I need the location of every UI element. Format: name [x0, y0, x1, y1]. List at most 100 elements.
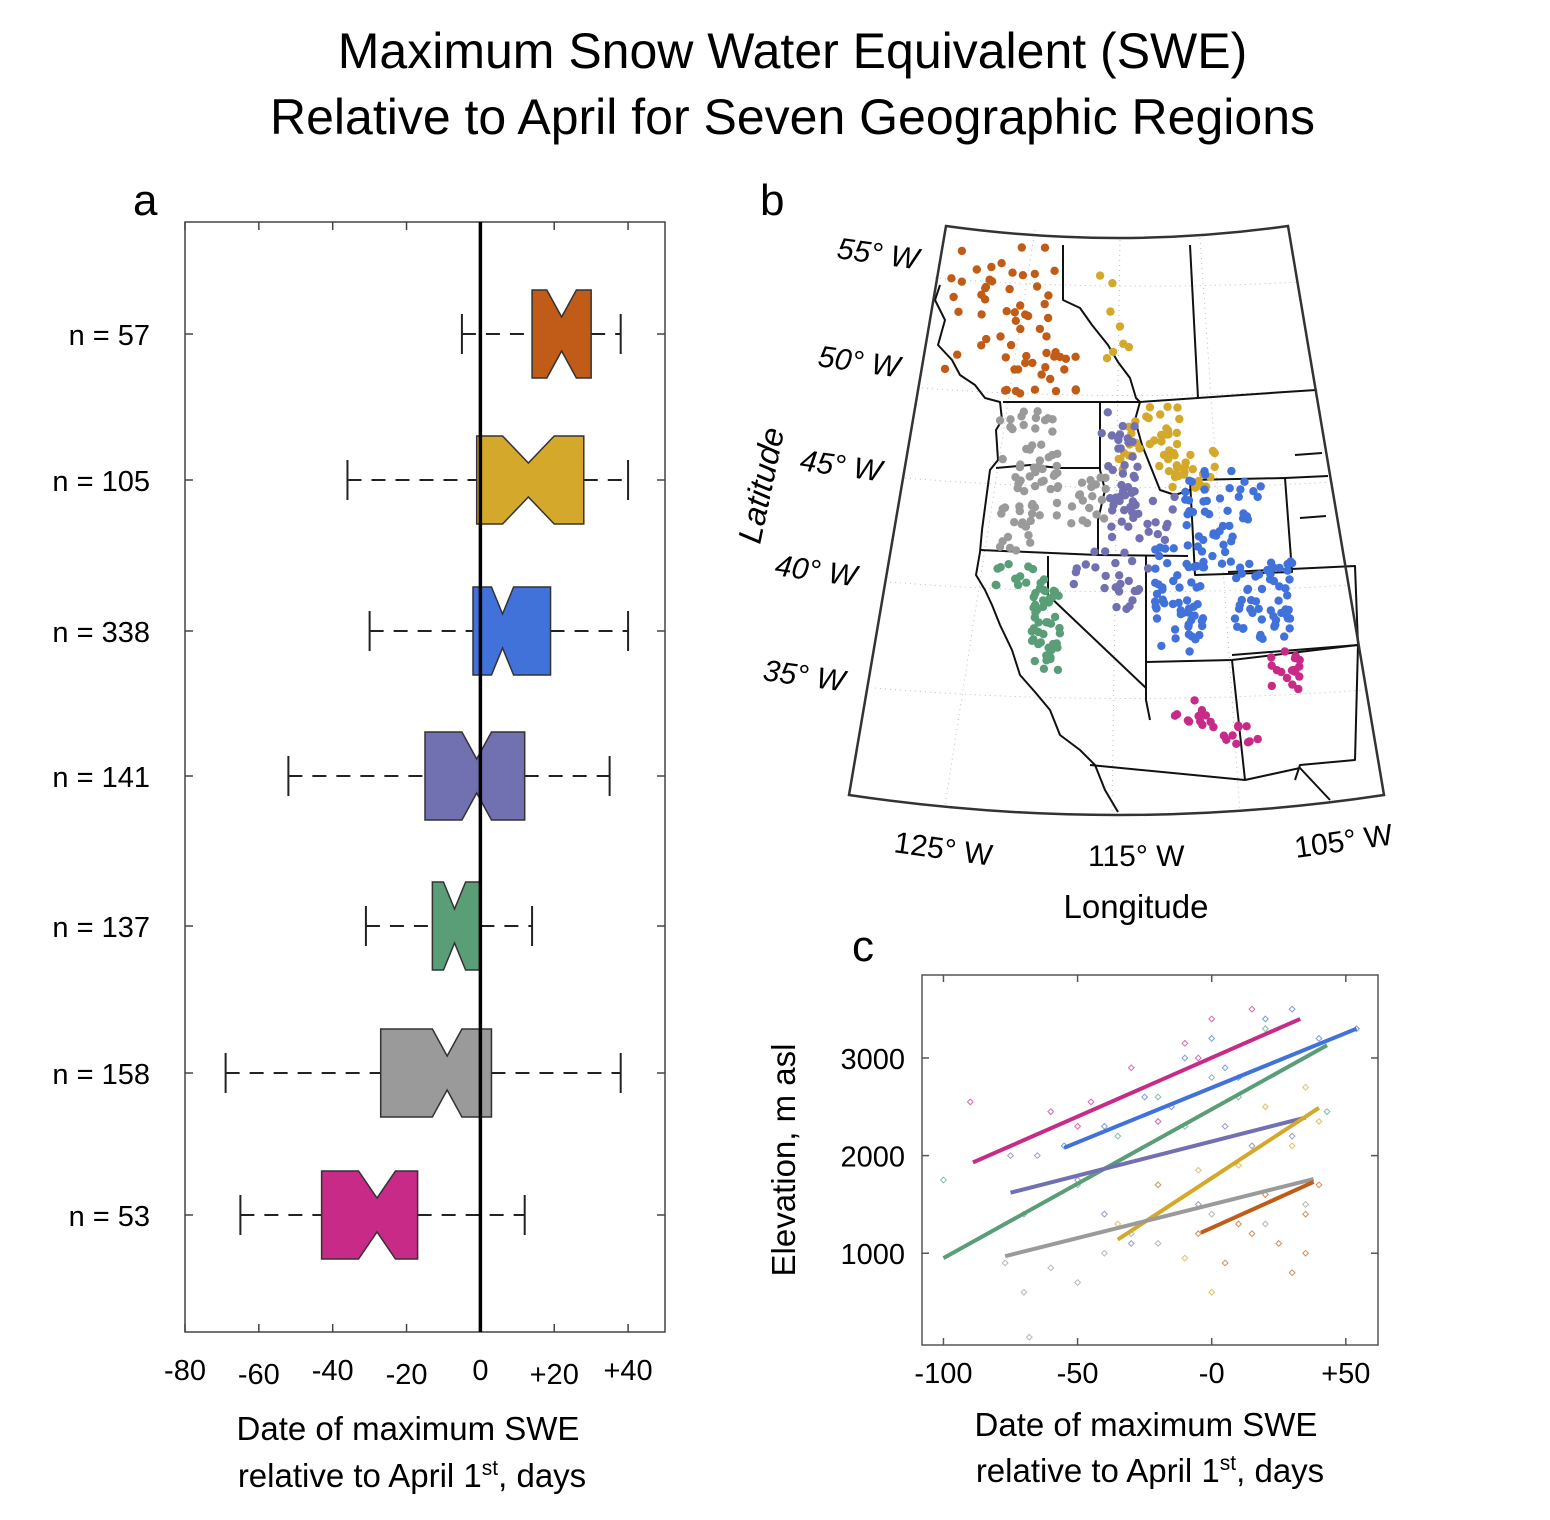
- station-dot: [1283, 591, 1292, 600]
- station-dot: [1145, 403, 1155, 412]
- station-dot: [1254, 604, 1263, 614]
- station-dot: [1230, 614, 1240, 623]
- station-dot: [1210, 462, 1219, 472]
- station-dot: [957, 277, 966, 286]
- scatter-point: [1127, 1064, 1135, 1072]
- station-dot: [1130, 487, 1139, 496]
- station-dot: [1240, 477, 1249, 486]
- station-dot: [1271, 620, 1280, 629]
- scatter-point: [1181, 1254, 1189, 1262]
- station-dot: [1170, 492, 1179, 502]
- station-dot: [1170, 625, 1180, 634]
- station-dot: [1294, 684, 1303, 694]
- station-dot: [1044, 291, 1053, 300]
- lon-label-105: 105° W: [1292, 818, 1395, 865]
- scatter-point: [1154, 1181, 1162, 1189]
- border-alberta-sask: [1189, 244, 1199, 399]
- station-dot: [1035, 511, 1044, 520]
- station-dot: [1151, 545, 1160, 554]
- station-dot: [1030, 482, 1040, 491]
- station-dot: [1227, 466, 1236, 476]
- station-dot: [1217, 559, 1227, 568]
- scatter-point: [1047, 1108, 1055, 1116]
- station-dot: [1052, 511, 1062, 520]
- station-dot: [1111, 583, 1120, 592]
- panel-a-xlabel-pre: relative to April 1: [238, 1457, 482, 1494]
- station-dot: [1275, 582, 1284, 591]
- station-dot: [1275, 563, 1284, 573]
- panel-c-xlabel-line1: Date of maximum SWE: [975, 1406, 1318, 1443]
- scatter-point: [1114, 1132, 1122, 1140]
- station-dot: [1019, 407, 1028, 416]
- station-dot: [1016, 324, 1025, 334]
- station-dot: [995, 416, 1005, 425]
- station-dot: [1003, 532, 1013, 542]
- station-dot: [1106, 307, 1115, 316]
- station-dot: [1019, 420, 1028, 430]
- station-dot: [1184, 562, 1194, 572]
- scatter-point: [1154, 1181, 1162, 1189]
- scatter-point: [1181, 1039, 1189, 1047]
- station-dot: [1168, 505, 1177, 514]
- scatter-point: [1208, 1210, 1216, 1218]
- station-dot: [1027, 636, 1037, 645]
- regression-line: [942, 1043, 1329, 1260]
- station-dot: [1195, 630, 1204, 640]
- scatter-point: [1234, 1161, 1243, 1169]
- regression-line: [1063, 1026, 1358, 1150]
- station-dot: [1201, 470, 1210, 479]
- lat-label-35: 35° W: [761, 654, 849, 698]
- scatter-point: [1261, 1103, 1269, 1111]
- station-dot: [1053, 665, 1063, 675]
- station-dot: [1183, 541, 1193, 550]
- station-dot: [1010, 308, 1019, 317]
- station-dot: [1039, 585, 1049, 595]
- scatter-point: [1047, 1264, 1055, 1272]
- scatter-point: [1302, 1083, 1310, 1091]
- station-dot: [940, 364, 950, 374]
- scatter-point: [1315, 1117, 1323, 1125]
- station-dot: [1032, 282, 1042, 291]
- station-dot: [1028, 565, 1038, 574]
- station-dot: [1101, 473, 1110, 482]
- coastline: [934, 284, 1119, 813]
- station-dot: [1027, 509, 1037, 518]
- station-dot: [1253, 492, 1262, 502]
- station-dot: [1283, 611, 1292, 621]
- x-tick-label: -50: [1057, 1358, 1099, 1390]
- station-dot: [1116, 454, 1125, 464]
- station-dot: [1082, 518, 1092, 528]
- notched-box: [472, 586, 552, 676]
- map-ylabel: Latitude: [731, 424, 792, 547]
- lon-label-125: 125° W: [892, 826, 995, 873]
- station-dot: [1232, 739, 1241, 748]
- station-dot: [1243, 584, 1253, 594]
- station-dot: [1091, 563, 1100, 572]
- station-dot: [1172, 710, 1182, 719]
- station-dot: [1130, 422, 1139, 431]
- scatter-point: [1087, 1098, 1095, 1106]
- n-label: n = 158: [52, 1059, 150, 1091]
- station-dot: [977, 341, 986, 350]
- scatter-point: [1033, 1152, 1041, 1160]
- border-colorado: [1227, 565, 1359, 656]
- scatter-point: [1194, 1166, 1202, 1174]
- scatter-point: [1114, 1220, 1122, 1228]
- border-dakotas: [1284, 452, 1329, 519]
- station-dot: [1030, 656, 1040, 666]
- station-dot: [1088, 492, 1097, 501]
- station-dot: [1037, 477, 1046, 486]
- station-dot: [1042, 348, 1051, 358]
- station-dot: [1036, 638, 1046, 647]
- station-dot: [1129, 513, 1138, 523]
- station-dot: [1173, 403, 1182, 412]
- station-dot: [1185, 476, 1194, 485]
- station-dot: [1049, 471, 1059, 480]
- station-dot: [1172, 428, 1182, 438]
- station-dot: [1164, 467, 1174, 476]
- station-dot: [1234, 722, 1243, 732]
- station-dot: [947, 274, 956, 283]
- station-dot: [1107, 532, 1117, 542]
- station-dot: [1115, 571, 1124, 580]
